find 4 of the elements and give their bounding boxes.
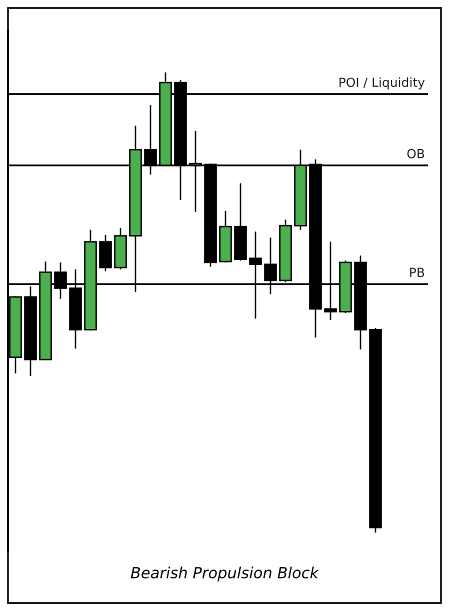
text: Bearish Propulsion Block (130, 566, 320, 582)
ref-line-label: POI / Liquidity (340, 77, 425, 90)
ref-line-label: PB (410, 268, 424, 277)
ref-line-label: OB (407, 148, 424, 158)
